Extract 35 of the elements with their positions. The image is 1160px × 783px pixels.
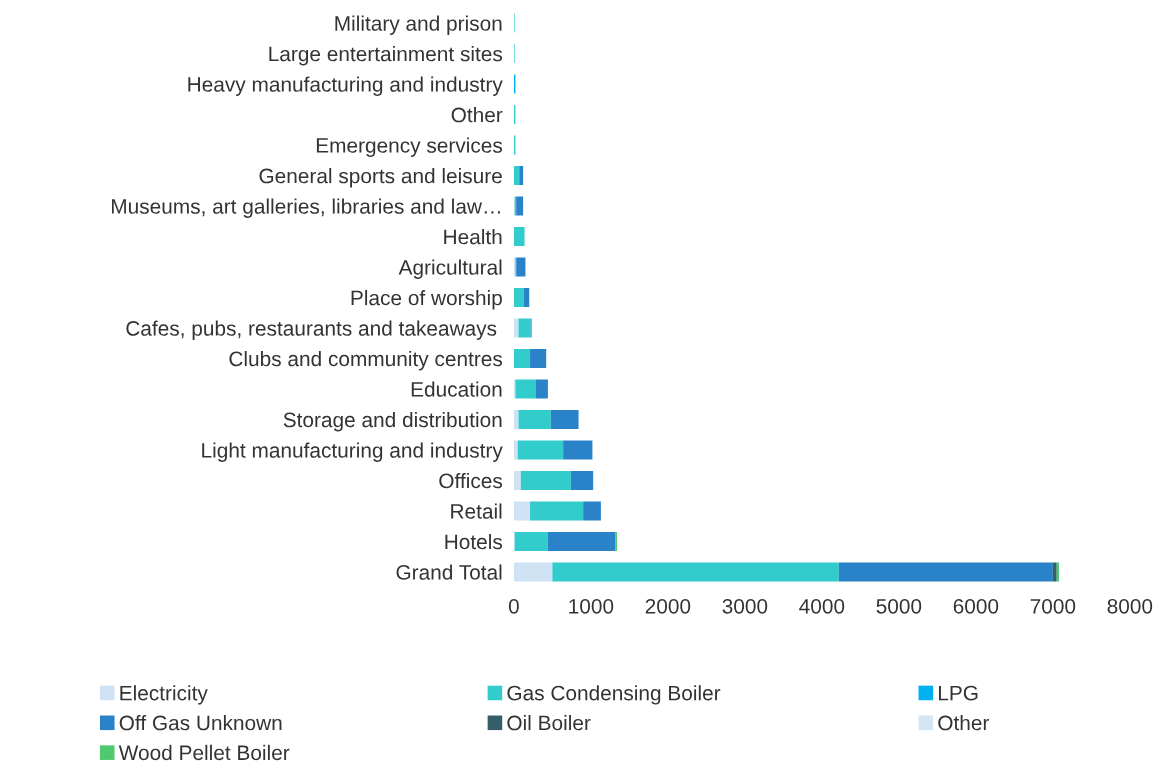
- x-tick-label: 3000: [722, 598, 768, 614]
- y-tick-label: Heavy manufacturing and industry: [188, 76, 503, 96]
- y-tick-label: General sports and leisure: [259, 168, 502, 188]
- y-tick-label: Retail: [451, 503, 502, 519]
- x-tick-label: 8000: [1107, 598, 1153, 614]
- legend-label: Other: [938, 714, 990, 731]
- x-tick-label: 0: [508, 598, 519, 614]
- y-tick-label: Large entertainment sites: [269, 46, 503, 66]
- x-tick-label: 4000: [799, 598, 845, 614]
- y-tick-label: Health: [444, 229, 502, 245]
- x-tick-label: 6000: [953, 598, 999, 614]
- x-tick-label: 1000: [569, 598, 614, 614]
- x-tick-label: 5000: [876, 598, 922, 614]
- x-tick-label: 7000: [1030, 598, 1076, 614]
- y-tick-label: Other: [451, 107, 503, 123]
- y-tick-label: Light manufacturing and industry: [202, 442, 503, 462]
- y-tick-label: Education: [411, 381, 502, 397]
- y-tick-label: Cafes, pubs, restaurants and takeaways: [126, 320, 497, 340]
- y-tick-label: Military and prison: [335, 15, 502, 35]
- y-tick-label: Hotels: [445, 533, 503, 550]
- y-tick-label: Agricultural: [398, 259, 502, 279]
- legend-label: Wood Pellet Boiler: [118, 744, 290, 761]
- legend-label: Off Gas Unknown: [119, 714, 282, 731]
- legend-label: Electricity: [120, 685, 208, 705]
- y-tick-label: Clubs and community centres: [229, 350, 503, 371]
- y-tick-label: Place of worship: [351, 289, 502, 310]
- y-tick-label: Museums, art galleries, libraries and law…: [111, 198, 500, 218]
- y-tick-label: Grand Total: [396, 564, 502, 580]
- y-tick-label: Emergency services: [316, 137, 503, 157]
- legend-label: Gas Condensing Boiler: [507, 685, 721, 705]
- y-tick-label: Storage and distribution: [283, 411, 502, 432]
- y-tick-label: Offices: [439, 472, 503, 489]
- legend-label: LPG: [938, 685, 978, 701]
- x-tick-label: 2000: [645, 598, 691, 614]
- legend-label: Oil Boiler: [507, 714, 591, 731]
